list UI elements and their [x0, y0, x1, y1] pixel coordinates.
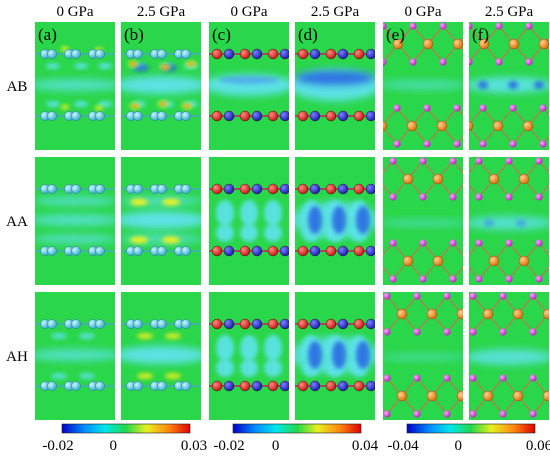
panel-aa-a: [35, 157, 115, 285]
row-label-ab: AB: [7, 79, 28, 95]
colorbar-2-min-label: -0.02: [213, 438, 244, 454]
panel-ab-e: (e): [383, 22, 463, 150]
panel-label-e: (e): [386, 25, 405, 44]
panel-aa-d: [295, 157, 375, 285]
panel-label-b: (b): [124, 25, 144, 44]
column-header-2: 2.5 GPa: [137, 4, 186, 20]
column-header-4: 2.5 GPa: [311, 4, 360, 20]
colorbar-3-max-label: 0.06: [526, 438, 550, 454]
panel-aa-e: [383, 157, 463, 285]
panel-label-d: (d): [298, 25, 318, 44]
colorbar-2-max-label: 0.04: [352, 438, 379, 454]
colorbar-3-mid-label: 0: [454, 438, 462, 454]
panel-ah-a: [35, 292, 115, 420]
colorbar-1-min-label: -0.02: [42, 438, 73, 454]
panel-ab-c: (c): [209, 22, 289, 150]
colorbar-2: -0.02 0 0.04: [213, 423, 379, 454]
panel-ah-d: [295, 292, 375, 420]
panel-ab-d: (d): [295, 22, 375, 150]
colorbar-1-mid-label: 0: [109, 438, 117, 454]
row-label-aa: AA: [6, 214, 28, 230]
panel-aa-b: [121, 157, 201, 285]
panel-aa-f: [469, 157, 549, 285]
column-header-3: 0 GPa: [230, 4, 267, 20]
panel-label-a: (a): [38, 25, 57, 44]
panel-ah-f: [469, 292, 549, 420]
panel-ah-e: [383, 292, 463, 420]
panel-label-c: (c): [212, 25, 231, 44]
column-header-5: 0 GPa: [404, 4, 441, 20]
column-header-1: 0 GPa: [56, 4, 93, 20]
panel-ab-f: (f): [469, 22, 549, 150]
colorbar-2-mid-label: 0: [272, 438, 280, 454]
column-header-6: 2.5 GPa: [485, 4, 534, 20]
colorbar-1-max-label: 0.03: [181, 438, 207, 454]
row-label-ah: AH: [6, 349, 28, 365]
colorbar-1: -0.02 0 0.03: [42, 423, 207, 454]
panel-ah-c: [209, 292, 289, 420]
panel-ah-b: [121, 292, 201, 420]
panel-label-f: (f): [472, 25, 489, 44]
panel-ab-a: (a): [35, 22, 115, 150]
panel-aa-c: [209, 157, 289, 285]
colorbar-3: -0.04 0 0.06: [387, 423, 550, 454]
colorbar-3-min-label: -0.04: [387, 438, 419, 454]
panel-ab-b: (b): [121, 22, 201, 150]
